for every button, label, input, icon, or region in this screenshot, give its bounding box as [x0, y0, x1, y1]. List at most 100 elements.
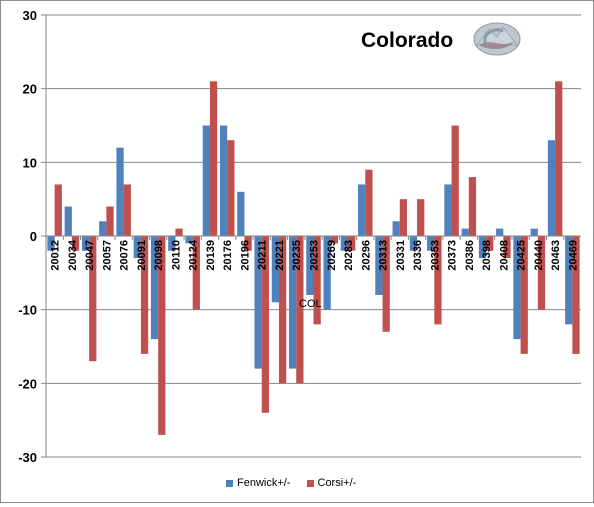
bar-corsi-20313 [382, 236, 390, 332]
legend-swatch-fenwick [226, 479, 233, 487]
bar-corsi-20057 [106, 206, 114, 236]
bar-corsi-20398 [486, 236, 494, 251]
bar-corsi-20353 [434, 236, 442, 325]
bar-fenwick-20139 [202, 125, 210, 236]
bar-fenwick-20076 [116, 147, 124, 236]
bar-fenwick-20253 [306, 236, 314, 295]
legend-swatch-corsi [306, 479, 314, 487]
bar-corsi-20296 [365, 169, 373, 236]
bar-fenwick-20469 [565, 236, 573, 325]
x-tick-label: 20098 [153, 240, 165, 271]
x-tick-label: 20440 [533, 240, 545, 271]
bar-fenwick-20336 [409, 236, 418, 251]
bar-fenwick-20313 [375, 236, 383, 295]
x-tick-label: 20091 [136, 240, 148, 271]
y-tick-label: -30 [18, 450, 37, 465]
bar-corsi-20283 [348, 236, 356, 251]
bar-fenwick-20012 [47, 236, 55, 251]
y-axis: 30 20 10 0 -10 -20 -30 [18, 8, 47, 465]
bar-corsi-20440 [537, 236, 546, 310]
x-tick-label: 20386 [464, 240, 476, 271]
bar-fenwick-20386 [461, 228, 469, 236]
x-tick-label: 20196 [239, 240, 251, 271]
bar-corsi-20336 [417, 199, 425, 236]
legend-label-fenwick: Fenwick+/- [237, 477, 291, 489]
bar-corsi-20196 [244, 236, 252, 251]
x-tick-label: 20221 [274, 240, 286, 271]
bar-corsi-20425 [520, 236, 528, 354]
bar-fenwick-20124 [185, 236, 193, 244]
bar-corsi-20124 [192, 236, 200, 310]
y-tick-label: -10 [18, 303, 37, 318]
y-tick-label: -20 [18, 376, 37, 391]
x-tick-label: 20336 [412, 240, 424, 271]
x-tick-label: 20269 [326, 240, 338, 271]
bar-fenwick-20221 [271, 236, 279, 303]
bar-corsi-20235 [296, 236, 304, 384]
legend-item-fenwick: Fenwick+/- [226, 477, 291, 489]
bar-corsi-20034 [71, 236, 80, 251]
x-tick-label: 20211 [257, 240, 269, 270]
x-tick-label: 20296 [360, 240, 372, 271]
bar-corsi-20221 [278, 236, 287, 384]
x-tick-label: 20331 [395, 240, 407, 271]
bar-corsi-20176 [227, 140, 235, 236]
bars [47, 81, 580, 435]
x-tick-label: 20124 [188, 239, 200, 270]
bar-corsi-20012 [54, 184, 62, 236]
x-tick-label: 20373 [447, 240, 459, 271]
y-tick-label: 0 [30, 229, 37, 244]
bar-corsi-20076 [123, 184, 131, 236]
bar-fenwick-20196 [237, 191, 245, 236]
x-tick-label: 20425 [516, 240, 528, 271]
x-tick-label: 20034 [67, 239, 79, 270]
bar-corsi-20469 [572, 236, 580, 354]
x-tick-label: 20353 [429, 240, 441, 271]
bar-corsi-20110 [175, 228, 183, 236]
x-tick-labels: 20012 20034 20047 20057 20076 20091 20098 20110… [45, 236, 579, 271]
team-logo [473, 22, 521, 56]
bar-corsi-20253 [313, 236, 321, 325]
bar-corsi-20373 [451, 125, 459, 236]
annotation-label: COL [299, 298, 322, 310]
legend-label-corsi: Corsi+/- [317, 477, 357, 489]
x-tick-label: 20469 [567, 240, 579, 271]
x-tick-label: 20398 [481, 240, 493, 271]
bar-fenwick-20098 [150, 236, 159, 340]
bar-corsi-20463 [555, 81, 563, 236]
bar-fenwick-20353 [427, 236, 435, 251]
gridlines [46, 14, 581, 458]
x-tick-label: 20313 [378, 240, 390, 271]
bar-corsi-20386 [468, 177, 477, 236]
legend-item-corsi: Corsi+/- [306, 477, 357, 489]
bar-corsi-20098 [158, 236, 166, 435]
y-tick-label: 30 [23, 8, 37, 23]
bar-corsi-20211 [261, 236, 269, 413]
bar-fenwick-20373 [444, 184, 452, 236]
bar-corsi-20331 [399, 199, 408, 236]
bar-fenwick-20047 [81, 236, 90, 251]
bar-fenwick-20440 [530, 228, 538, 236]
legend: Fenwick+/- Corsi+/- [226, 475, 372, 491]
logo-swoosh [479, 41, 515, 50]
x-tick-label: 20176 [222, 240, 234, 271]
x-tick-label: 20110 [170, 240, 182, 270]
x-tick-label: 20076 [119, 240, 131, 271]
chart-title: Colorado [361, 29, 453, 52]
bar-fenwick-20283 [340, 236, 349, 251]
bar-fenwick-20110 [168, 236, 176, 251]
bar-fenwick-20269 [323, 236, 331, 310]
bar-corsi-20139 [209, 81, 218, 236]
x-tick-label: 20283 [343, 240, 355, 271]
bar-fenwick-20057 [99, 221, 107, 236]
x-tick-label: 20057 [101, 240, 113, 271]
bar-corsi-20408 [503, 236, 511, 259]
x-tick-label: 20463 [550, 240, 562, 271]
bar-fenwick-20425 [513, 236, 521, 340]
bar-corsi-20269 [330, 236, 339, 244]
bar-fenwick-20463 [547, 140, 556, 236]
bar-fenwick-20034 [64, 206, 72, 236]
y-tick-label: 10 [23, 155, 37, 170]
